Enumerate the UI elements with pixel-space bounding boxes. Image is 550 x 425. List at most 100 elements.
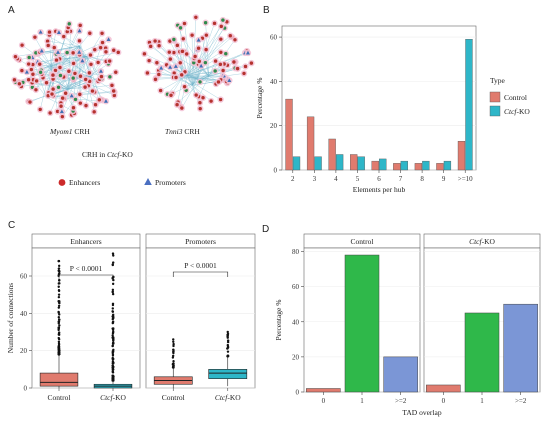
legend-title: Type [490, 76, 506, 85]
network1-enhancer-node [88, 53, 93, 57]
network1-enhancer-node [59, 104, 63, 108]
network1-promoter-node [103, 99, 108, 103]
box-outlier [226, 345, 230, 348]
x-tick-label: Control [162, 393, 185, 402]
y-tick-label: 40 [270, 78, 278, 86]
network2-gene-node [172, 37, 176, 42]
network1-edge [47, 40, 80, 47]
network1-promoter-node [55, 50, 60, 54]
box-outlier [226, 355, 230, 358]
box-outlier [57, 353, 61, 356]
network2-edge [182, 52, 249, 77]
network2-enhancer-node [178, 61, 182, 65]
panel-letter-b: B [263, 5, 270, 16]
network1-enhancer-node [93, 102, 98, 107]
box-outlier [57, 326, 60, 329]
legend-label-text: Control [504, 93, 527, 102]
facet-title: Promoters [185, 237, 216, 246]
enhancer-legend-label: Enhancers [69, 178, 100, 187]
bar-ctcf-ko [379, 158, 387, 171]
y-tick-label: 20 [292, 353, 300, 361]
box-outlier [112, 261, 115, 264]
network2-edge [192, 85, 212, 102]
network2-enhancer-node [158, 88, 163, 93]
network2-enhancer-node [193, 54, 197, 59]
y-tick-label: 0 [274, 167, 278, 175]
network2-edge [192, 23, 215, 86]
network1-enhancer-node [87, 79, 92, 84]
legend-swatch [489, 91, 501, 103]
network1-enhancer-node [38, 62, 42, 66]
box-outlier [57, 316, 61, 319]
box-outlier [57, 333, 60, 336]
network1-promoter-node [38, 29, 43, 34]
network2-enhancer-node [243, 64, 248, 69]
network1-promoter-node [77, 50, 82, 54]
network2-gene-node [224, 52, 228, 56]
network2-gene-node [192, 61, 196, 65]
network1-edge [46, 30, 80, 98]
box-outlier [111, 252, 115, 255]
network1-enhancer-node [83, 85, 87, 89]
network1-enhancer-node [34, 88, 38, 92]
box-outlier [226, 350, 230, 353]
network2-enhancer-node [172, 71, 176, 75]
network2-enhancer-node [213, 59, 218, 63]
box-body [208, 369, 248, 379]
network1-gene-node [27, 55, 31, 60]
network1-enhancer-node [51, 73, 55, 77]
box-outlier [57, 289, 61, 292]
box-outlier [226, 330, 229, 334]
network2-enhancer-node [180, 73, 184, 77]
network2-edge [198, 76, 210, 97]
box-outlier [57, 264, 61, 268]
network2-enhancer-node [218, 97, 223, 102]
network1-enhancer-node [28, 100, 32, 104]
box-outlier [57, 351, 61, 354]
box-outlier [57, 320, 60, 323]
network1-enhancer-node [53, 68, 58, 73]
network1-enhancer-node [65, 29, 69, 34]
network1-edge [68, 88, 96, 105]
legend-label-italic: Ctcf [504, 107, 517, 116]
promoter-legend-label: Promoters [155, 178, 186, 187]
x-tick-label: Ctcf-KO [100, 393, 126, 402]
box-outlier [111, 351, 114, 355]
network2-edge [184, 51, 193, 86]
box-outlier [171, 354, 175, 358]
network-diagram-panel [11, 14, 255, 120]
network2-enhancer-node [149, 44, 153, 49]
bar-ctcf-ko [357, 156, 365, 171]
bar-control [350, 154, 358, 171]
bar [426, 384, 461, 393]
box-outlier [57, 285, 60, 288]
network1-enhancer-node [110, 83, 114, 88]
network1-enhancer-node [20, 43, 24, 47]
network2-enhancer-node [197, 59, 201, 64]
box-outlier [111, 292, 115, 296]
box-outlier [112, 339, 115, 342]
network2-enhancer-node [218, 62, 223, 67]
network2-edge [150, 46, 199, 80]
network1-edge [50, 65, 100, 100]
box-outlier [111, 321, 115, 324]
panel-letter-d: D [262, 224, 269, 235]
box-outlier [226, 332, 230, 336]
y-tick-label: 60 [20, 273, 28, 281]
network2-promoter-node [159, 65, 164, 70]
network1-promoter-node [77, 28, 82, 33]
box-outlier [172, 342, 175, 346]
box-outlier [57, 293, 61, 296]
network1-enhancer-node [46, 43, 50, 48]
network2-label-italic: Tnni3 [165, 127, 183, 136]
network2-enhancer-node [147, 58, 151, 63]
bar-ctcf-ko [465, 39, 473, 171]
network2-enhancer-node [225, 20, 229, 24]
bar-ctcf-ko [314, 156, 322, 171]
chart-d: Control 0 1 >=2 Ctcf-KO 0 1 >=2 0 20 40 60 80 TAD ove… [274, 233, 541, 417]
network1-enhancer-node [12, 78, 17, 82]
box-outlier [112, 278, 115, 282]
facet-title: Enhancers [70, 237, 101, 246]
x-tick-label: >=2 [395, 397, 407, 405]
